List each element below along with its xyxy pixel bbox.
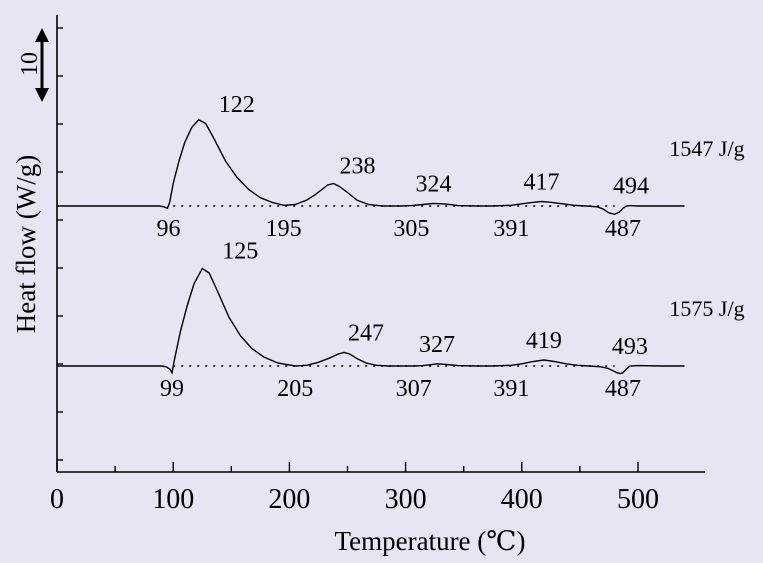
y-axis-title: Heat flow (W/g) xyxy=(11,155,41,333)
x-tick-label: 0 xyxy=(50,484,64,515)
peak-label: 125 xyxy=(222,239,258,265)
scale-bar: 10 xyxy=(17,28,49,102)
enthalpy-label: 1547 J/g xyxy=(669,136,744,161)
peak-label: 327 xyxy=(419,332,455,358)
axes xyxy=(56,15,705,473)
dsc-series-2: 125 99 205 247 307 327 391 419 487 493 1575 J/g xyxy=(57,239,745,402)
peak-label: 324 xyxy=(415,171,451,197)
scale-bar-arrow-down-icon xyxy=(35,88,49,102)
peak-label: 487 xyxy=(605,376,641,402)
x-axis-title: Temperature (℃) xyxy=(335,526,526,556)
x-tick-label: 100 xyxy=(152,484,194,515)
x-tick-label: 300 xyxy=(385,484,427,515)
peak-label: 195 xyxy=(266,216,302,242)
peak-label: 419 xyxy=(526,328,562,354)
dsc-curve xyxy=(57,267,685,375)
peak-label: 305 xyxy=(393,216,429,242)
x-tick-label: 200 xyxy=(268,484,310,515)
dsc-curve xyxy=(57,118,685,216)
peak-label: 122 xyxy=(219,92,255,118)
x-tick-label: 400 xyxy=(501,484,543,515)
peak-label: 391 xyxy=(493,216,529,242)
peak-label: 238 xyxy=(340,154,376,180)
x-ticks: 0 100 200 300 400 500 xyxy=(50,462,659,515)
peak-label: 391 xyxy=(493,376,529,402)
peak-label: 247 xyxy=(348,321,384,347)
scale-bar-arrow-up-icon xyxy=(35,28,49,42)
enthalpy-label: 1575 J/g xyxy=(669,296,744,321)
peak-label: 417 xyxy=(524,170,560,196)
dsc-series-1: 122 96 195 238 305 324 391 417 487 494 1547 J/g xyxy=(57,92,745,242)
series-layer: 122 96 195 238 305 324 391 417 487 494 1547 J/g 125… xyxy=(57,92,745,402)
peak-label: 205 xyxy=(277,376,313,402)
peak-label: 96 xyxy=(157,216,181,242)
peak-label: 493 xyxy=(612,334,648,360)
y-ticks xyxy=(57,27,63,461)
peak-label: 99 xyxy=(160,376,184,402)
x-tick-label: 500 xyxy=(617,484,659,515)
peak-label: 487 xyxy=(605,216,641,242)
peak-label: 494 xyxy=(613,174,649,200)
scale-bar-label: 10 xyxy=(17,52,43,76)
peak-label: 307 xyxy=(396,376,432,402)
